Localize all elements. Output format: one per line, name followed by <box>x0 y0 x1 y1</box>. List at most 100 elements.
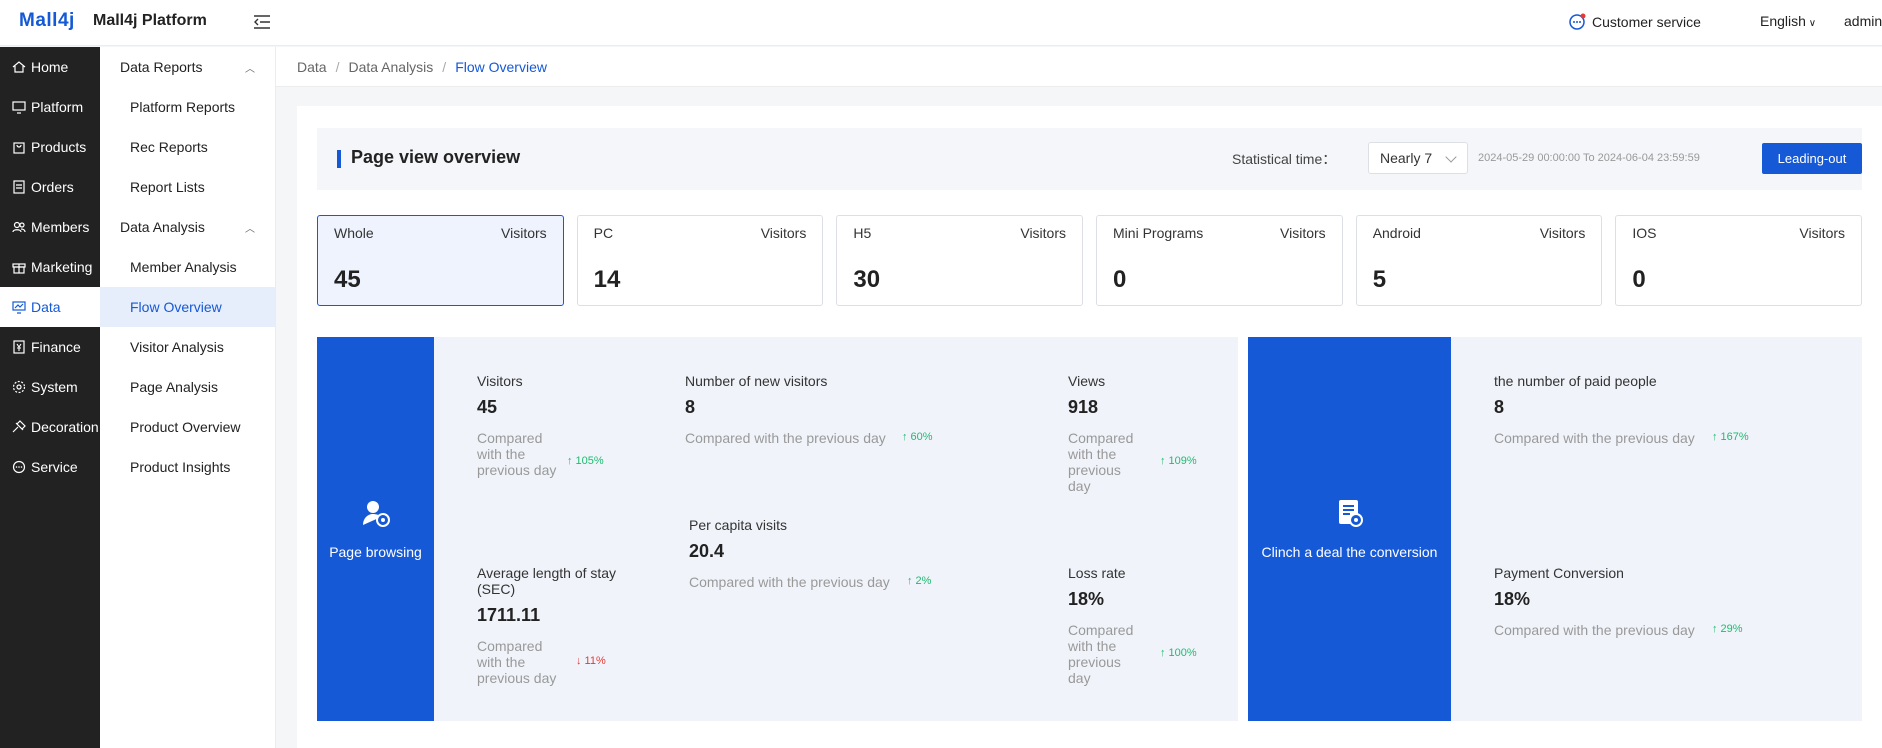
customer-service-label: Customer service <box>1592 14 1701 30</box>
subnav-group-data-analysis[interactable]: Data Analysis ︿ <box>100 207 275 247</box>
channel-card-ios[interactable]: IOS Visitors 0 <box>1615 215 1863 306</box>
subnav-item-rec-reports[interactable]: Rec Reports <box>130 139 208 155</box>
metric-change-up: ↑ 29% <box>1712 623 1743 635</box>
subnav-item-page-analysis[interactable]: Page Analysis <box>130 379 218 395</box>
user-menu[interactable]: admin <box>1844 13 1882 29</box>
export-button[interactable]: Leading-out <box>1762 143 1862 174</box>
date-range: 2024-05-29 00:00:00 To 2024-06-04 23:59:… <box>1478 152 1700 164</box>
metric-value: 20.4 <box>689 541 725 561</box>
nav-item-finance[interactable]: Finance <box>0 327 100 367</box>
collapse-menu-icon[interactable] <box>252 12 272 32</box>
customer-service-link[interactable]: Customer service <box>1568 13 1701 31</box>
card-name: Whole <box>334 225 374 241</box>
language-label: English <box>1760 13 1806 29</box>
metric-label: Average length of stay (SEC) <box>477 565 617 597</box>
metric-compare: Compared with the previous day <box>685 430 886 446</box>
metric-change-up: ↑ 167% <box>1712 431 1749 443</box>
page-browsing-label: Page browsing <box>329 544 422 560</box>
order-document-icon <box>1338 500 1363 527</box>
nav-item-orders[interactable]: Orders <box>0 167 100 207</box>
subnav-item-product-insights[interactable]: Product Insights <box>130 459 231 475</box>
nav-label: System <box>31 379 78 395</box>
nav-item-home[interactable]: Home <box>0 47 100 87</box>
nav-item-service[interactable]: Service <box>0 447 100 487</box>
metric-value: 918 <box>1068 397 1099 417</box>
language-select[interactable]: English ∨ <box>1760 13 1816 29</box>
chevron-up-icon: ︿ <box>245 63 255 75</box>
gear-icon <box>12 380 26 394</box>
subnav-group-label: Data Analysis <box>120 219 205 235</box>
nav-label: Products <box>31 139 87 155</box>
sub-sidebar: Data Reports ︿ Platform Reports Rec Repor… <box>100 47 276 748</box>
card-value: 30 <box>853 266 881 293</box>
breadcrumb-data-analysis[interactable]: Data Analysis <box>348 58 434 75</box>
channel-card-pc[interactable]: PC Visitors 14 <box>576 215 824 306</box>
metric-change-up: ↑ 109% <box>1160 455 1197 467</box>
conversion-block: Clinch a deal the conversion the number … <box>1248 337 1862 721</box>
subnav-group-label: Data Reports <box>120 59 203 75</box>
metric-change-up: ↑ 105% <box>567 455 604 467</box>
metric-label: the number of paid people <box>1494 373 1657 389</box>
metric-value: 8 <box>1494 397 1505 417</box>
page-browsing-block: Page browsing Visitors 45 Compared with … <box>317 337 1238 721</box>
chart-icon <box>12 301 26 314</box>
nav-item-data[interactable]: Data <box>0 287 100 327</box>
metric-label: Per capita visits <box>689 517 788 533</box>
nav-item-members[interactable]: Members <box>0 207 100 247</box>
chevron-down-icon <box>1445 151 1457 163</box>
chat-bubble-icon <box>1569 13 1586 30</box>
card-name: Mini Programs <box>1113 225 1204 241</box>
channel-card-android[interactable]: Android Visitors 5 <box>1355 215 1603 306</box>
nav-item-products[interactable]: Products <box>0 127 100 167</box>
statistical-time-label: Statistical time： <box>1232 151 1337 167</box>
nav-label: Members <box>31 219 90 235</box>
card-name: Android <box>1372 225 1421 241</box>
nav-item-marketing[interactable]: Marketing <box>0 247 100 287</box>
subnav-item-visitor-analysis[interactable]: Visitor Analysis <box>130 339 224 355</box>
subnav-item-member-analysis[interactable]: Member Analysis <box>130 259 237 275</box>
subnav-item-report-lists[interactable]: Report Lists <box>130 179 205 195</box>
channel-card-mini-programs[interactable]: Mini Programs Visitors 0 <box>1096 215 1343 306</box>
subnav-item-platform-reports[interactable]: Platform Reports <box>130 99 236 115</box>
nav-label: Finance <box>31 339 81 355</box>
statistical-time-select[interactable]: Nearly 7 <box>1368 142 1468 174</box>
metric-label: Views <box>1068 373 1106 389</box>
metric-compare: Compared with the previous day <box>1494 622 1695 638</box>
chevron-down-icon: ∨ <box>1805 18 1817 29</box>
metric-change-up: ↑ 2% <box>907 575 932 587</box>
page-browsing-side: Page browsing <box>317 337 434 721</box>
breadcrumb-data[interactable]: Data <box>297 58 327 75</box>
card-metric: Visitors <box>501 225 547 241</box>
palette-icon <box>12 420 26 433</box>
subnav-item-product-overview[interactable]: Product Overview <box>130 419 241 435</box>
overview-titlebar: Page view overview Statistical time： Nea… <box>317 128 1862 190</box>
subnav-item-flow-overview[interactable]: Flow Overview <box>100 287 275 327</box>
breadcrumb-flow-overview: Flow Overview <box>455 58 547 75</box>
nav-item-platform[interactable]: Platform <box>0 87 100 127</box>
logo[interactable]: Mall4j <box>19 10 75 31</box>
subnav-group-data-reports[interactable]: Data Reports ︿ <box>100 47 275 87</box>
home-icon <box>12 61 26 73</box>
nav-label: Marketing <box>31 259 93 275</box>
card-metric: Visitors <box>1799 225 1846 241</box>
metric-change-up: ↑ 100% <box>1160 647 1197 659</box>
channel-cards: Whole Visitors 45 PC Visitors 14 H5 Visi… <box>317 215 1863 306</box>
top-header: Mall4j Mall4j Platform Customer service … <box>0 0 1882 46</box>
metric-compare: Compared with the previous day <box>1068 430 1134 494</box>
nav-label: Orders <box>31 179 74 195</box>
breadcrumb-separator: / <box>442 58 447 75</box>
nav-label: Service <box>31 459 78 475</box>
metric-compare: Compared with the previous day <box>689 574 890 590</box>
select-value: Nearly 7 <box>1380 150 1433 166</box>
metric-value: 18% <box>1068 589 1105 609</box>
metric-label: Number of new visitors <box>685 373 828 389</box>
bag-icon <box>13 142 25 154</box>
nav-item-decoration[interactable]: Decoration <box>0 407 100 447</box>
gift-icon <box>12 263 26 274</box>
metric-value: 45 <box>477 397 498 417</box>
channel-card-h5[interactable]: H5 Visitors 30 <box>836 215 1084 306</box>
nav-item-system[interactable]: System <box>0 367 100 407</box>
nav-label: Platform <box>31 99 84 115</box>
conversion-side: Clinch a deal the conversion <box>1248 337 1451 721</box>
channel-card-whole[interactable]: Whole Visitors 45 <box>317 215 564 306</box>
